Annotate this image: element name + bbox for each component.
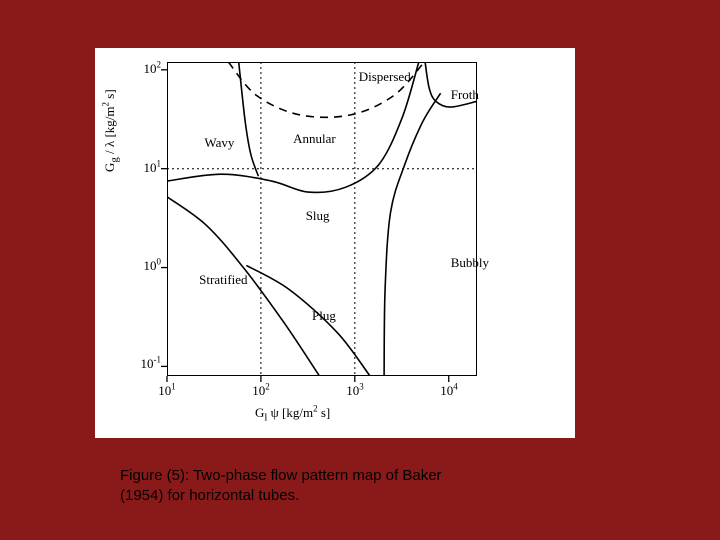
region-label-wavy: Wavy <box>204 135 234 151</box>
region-label-froth: Froth <box>451 87 479 103</box>
ytick-1e0: 100 <box>131 257 161 274</box>
curve-bubbly-left <box>384 93 441 376</box>
ytick-1e-1: 10-1 <box>131 355 161 372</box>
region-label-plug: Plug <box>312 308 336 324</box>
figure-panel: 102 101 100 10-1 101 102 103 104 Gg / λ … <box>95 48 575 438</box>
ytick-1e2: 102 <box>131 60 161 77</box>
x-axis-label: Gl ψ [kg/m2 s] <box>255 404 330 424</box>
plot-svg <box>95 48 575 426</box>
y-axis-label: Gg / λ [kg/m2 s] <box>101 154 121 172</box>
region-label-slug: Slug <box>306 208 330 224</box>
region-label-stratified: Stratified <box>199 272 247 288</box>
region-label-bubbly: Bubbly <box>451 255 489 271</box>
region-label-annular: Annular <box>293 131 336 147</box>
xtick-1e2: 102 <box>241 382 281 399</box>
xtick-1e1: 101 <box>147 382 187 399</box>
figure-caption: Figure (5): Two-phase flow pattern map o… <box>120 466 480 505</box>
xtick-1e3: 103 <box>335 382 375 399</box>
ytick-1e1: 101 <box>131 159 161 176</box>
xtick-1e4: 104 <box>429 382 469 399</box>
region-label-dispersed: Dispersed <box>359 69 411 85</box>
